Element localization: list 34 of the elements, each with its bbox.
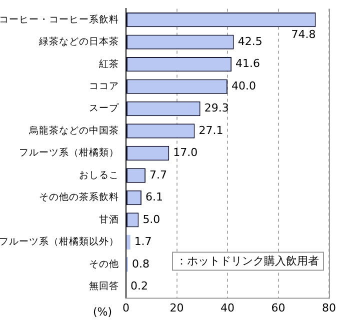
- y-tick-label: フルーツ系（柑橘類以外）: [0, 236, 119, 248]
- data-label: 27.1: [198, 124, 224, 137]
- y-tick-label: フルーツ系（柑橘類）: [19, 146, 119, 159]
- data-label: 42.5: [238, 34, 262, 48]
- y-tick-label: おしるこ: [79, 170, 119, 181]
- data-label: 74.8: [291, 28, 316, 42]
- data-label: 41.6: [236, 57, 260, 70]
- data-label: 5.0: [142, 212, 160, 226]
- data-label: 0.2: [130, 280, 148, 293]
- annotation: ：ホットドリンク購入飲用者: [176, 254, 319, 268]
- bar: [126, 234, 130, 250]
- y-tick-label: 烏龍茶などの中国茶: [28, 124, 119, 136]
- x-tick-label: 0: [122, 301, 130, 314]
- data-label: 17.0: [173, 146, 198, 160]
- y-tick-label: 無回答: [89, 280, 119, 292]
- y-tick-label: コーヒー・コーヒー系飲料: [0, 13, 119, 26]
- data-label: 40.0: [232, 79, 256, 92]
- data-label: 6.1: [145, 190, 163, 204]
- y-tick-label: 緑茶などの日本茶: [38, 36, 119, 48]
- x-axis-title: (%): [92, 306, 112, 319]
- y-tick-label: スープ: [89, 102, 120, 114]
- x-tick-label: 20: [170, 301, 184, 314]
- y-tick-label: 甘酒: [99, 213, 119, 226]
- data-label: 29.3: [204, 102, 229, 115]
- x-tick-label: 40: [220, 301, 234, 314]
- y-tick-label: その他の茶系飲料: [39, 191, 119, 204]
- y-tick-label: 紅茶: [99, 58, 119, 70]
- x-tick-label: 80: [322, 301, 336, 314]
- x-tick-label: 60: [271, 301, 286, 314]
- y-tick-label: その他: [89, 258, 119, 270]
- data-label: 1.7: [134, 235, 152, 248]
- data-label: 0.8: [132, 257, 150, 270]
- y-tick-label: ココア: [89, 81, 119, 92]
- data-label: 7.7: [150, 168, 168, 182]
